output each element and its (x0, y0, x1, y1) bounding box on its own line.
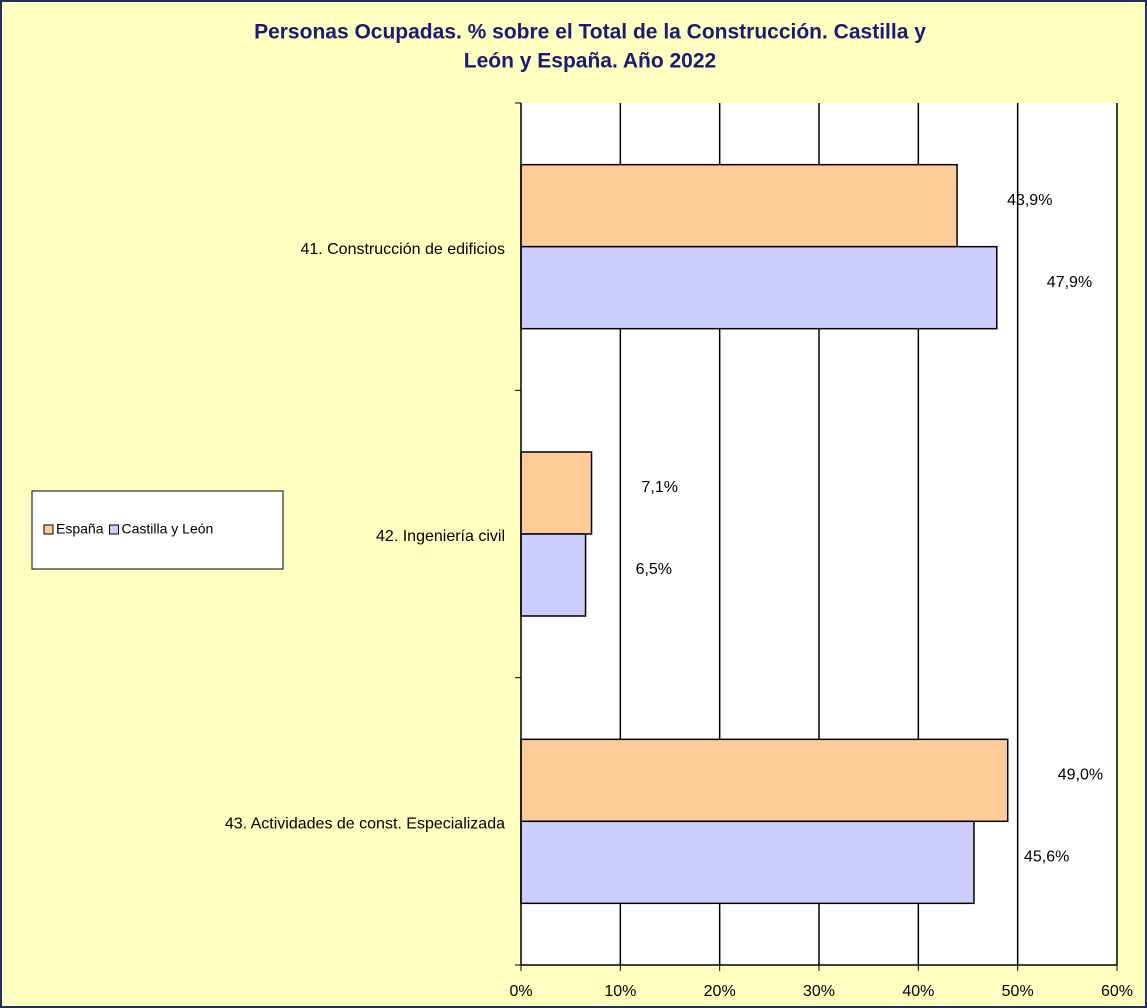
x-tick-label: 30% (803, 983, 835, 1000)
x-tick-label: 20% (704, 983, 736, 1000)
legend-swatch (108, 524, 119, 535)
y-tick-label: 41. Construcción de edificios (300, 241, 505, 258)
value-label: 47,9% (1047, 274, 1092, 291)
bar (520, 533, 587, 617)
chart-title: León y España. Año 2022 (464, 50, 716, 73)
bar (520, 245, 998, 330)
bar (520, 820, 975, 905)
value-label: 6,5% (636, 561, 672, 578)
legend-swatch (43, 524, 54, 535)
value-label: 45,6% (1024, 849, 1069, 866)
bar (520, 163, 958, 248)
x-tick-label: 0% (509, 983, 532, 1000)
value-label: 7,1% (642, 479, 678, 496)
value-label: 43,9% (1007, 192, 1052, 209)
legend (31, 490, 284, 570)
y-tick-label: 42. Ingeniería civil (376, 528, 505, 545)
value-label: 49,0% (1058, 767, 1103, 784)
chart-title: Personas Ocupadas. % sobre el Total de l… (254, 21, 926, 44)
legend-label: Castilla y León (121, 521, 213, 537)
bar (520, 451, 593, 535)
legend-label: España (56, 521, 104, 537)
x-tick-label: 60% (1101, 983, 1133, 1000)
x-tick-label: 50% (1002, 983, 1034, 1000)
y-tick-label: 43. Actividades de const. Especializada (225, 816, 505, 833)
x-tick-label: 40% (902, 983, 934, 1000)
x-tick-label: 10% (604, 983, 636, 1000)
bar (520, 738, 1009, 823)
